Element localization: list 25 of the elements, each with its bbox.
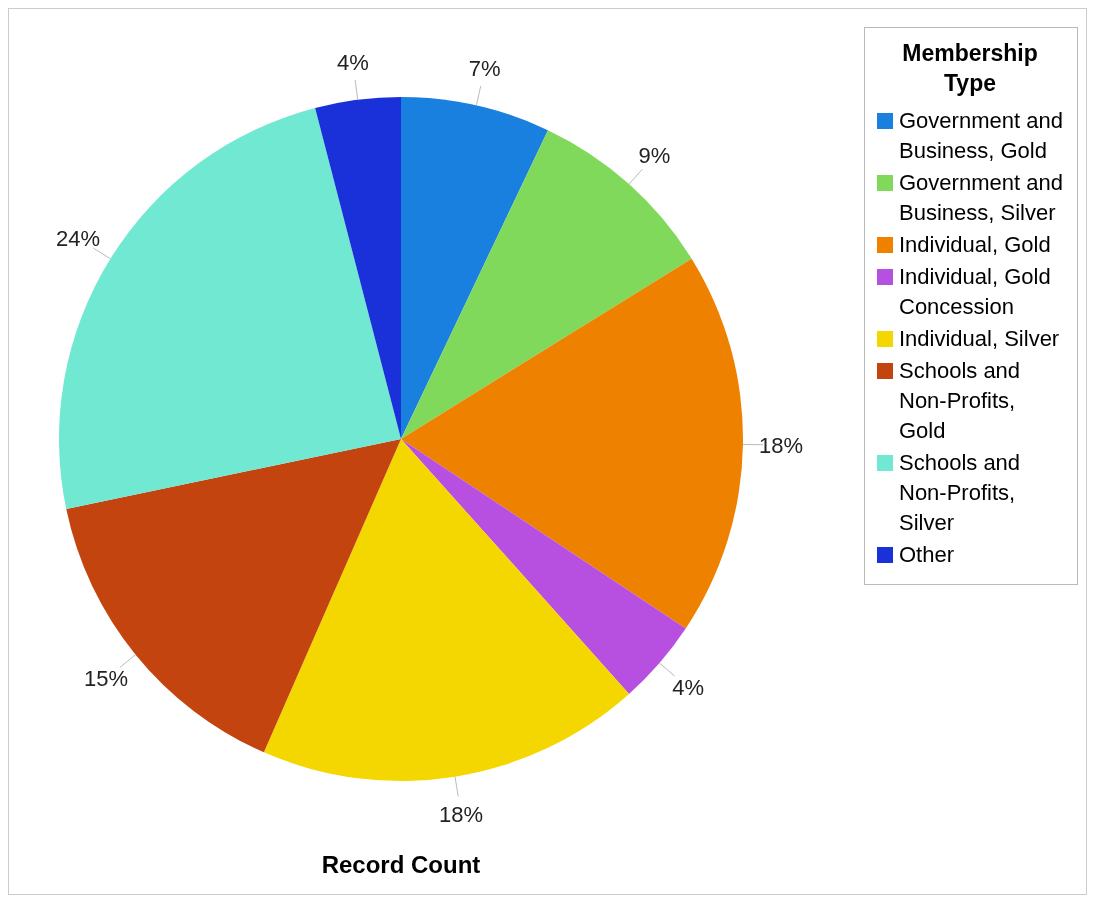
legend-label: Individual, Silver: [899, 325, 1060, 353]
legend-label: Individual, Gold: [899, 231, 1051, 259]
pie-slice: [59, 107, 401, 510]
pie-slice: [263, 439, 630, 781]
legend-title: Membership Type: [901, 39, 1039, 98]
legend-label: Schools and Non-Profits, Gold: [899, 357, 1022, 445]
legend-label: Other: [899, 541, 955, 569]
pie-slice: [66, 439, 401, 753]
legend-label: Government and Business, Gold: [899, 107, 1063, 165]
text: Record Count: [320, 851, 482, 879]
data-label: 15%: [84, 666, 129, 692]
data-label: 4%: [337, 49, 369, 75]
data-label: 7%: [468, 55, 501, 81]
data-label: 18%: [439, 801, 484, 827]
data-label: 9%: [638, 143, 671, 169]
data-label: 4%: [672, 675, 705, 701]
data-label: 18%: [758, 432, 803, 458]
legend-label: Schools and Non-Profits, Silver: [899, 449, 1022, 537]
pie-slice: [401, 258, 743, 629]
legend-label: Individual, Gold Concession: [899, 263, 1052, 321]
pie-slice: [401, 97, 548, 439]
pie-slice: [401, 130, 692, 439]
pie-slice: [315, 97, 401, 439]
legend-label: Government and Business, Silver: [899, 169, 1063, 227]
data-label: 24%: [56, 226, 101, 252]
